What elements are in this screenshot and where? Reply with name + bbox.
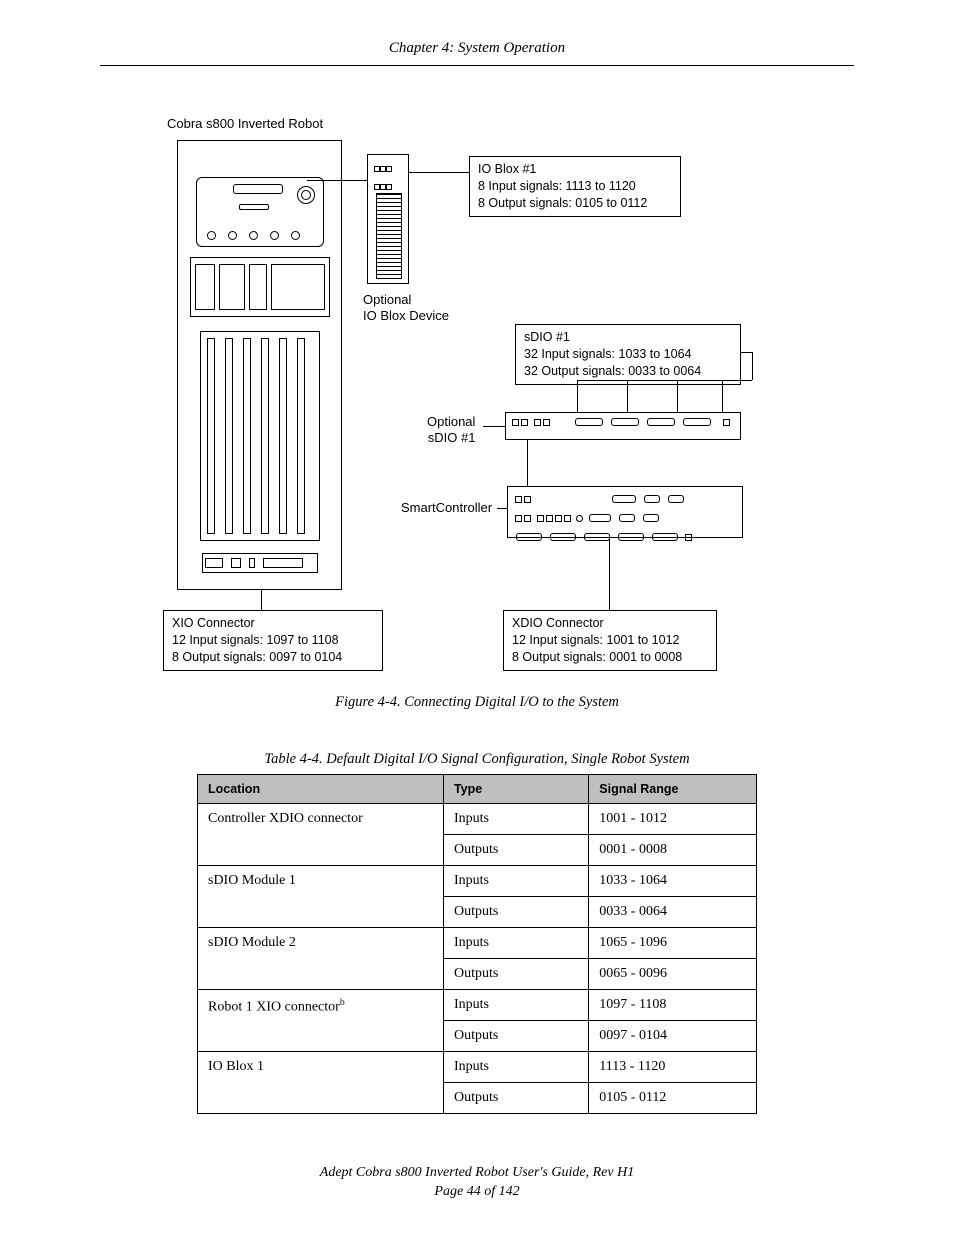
cell-range: 1113 - 1120 — [589, 1052, 757, 1083]
cell-type: Outputs — [443, 1021, 588, 1052]
robot-grille — [200, 331, 320, 541]
ioblox-device — [367, 154, 409, 284]
robot-mid-panel — [190, 257, 330, 317]
cell-type: Inputs — [443, 866, 588, 897]
footer-page: Page 44 of 142 — [100, 1183, 854, 1202]
sdio-out: 32 Output signals: 0033 to 0064 — [524, 363, 732, 380]
cell-type: Inputs — [443, 990, 588, 1021]
smartcontroller-label: SmartController — [401, 500, 492, 516]
cell-type: Outputs — [443, 959, 588, 990]
ioblox-in: 8 Input signals: 1113 to 1120 — [478, 178, 672, 195]
cell-type: Inputs — [443, 928, 588, 959]
cell-location: Controller XDIO connector — [198, 804, 444, 866]
ioblox-device-label: Optional IO Blox Device — [363, 292, 449, 323]
cell-range: 1001 - 1012 — [589, 804, 757, 835]
cell-range: 0105 - 0112 — [589, 1083, 757, 1114]
table-row: IO Blox 1Inputs1113 - 1120 — [198, 1052, 757, 1083]
cell-location: sDIO Module 1 — [198, 866, 444, 928]
xdio-in: 12 Input signals: 1001 to 1012 — [512, 632, 708, 649]
signal-table: Location Type Signal Range Controller XD… — [197, 774, 757, 1114]
robot-body — [177, 140, 342, 590]
cell-range: 0033 - 0064 — [589, 897, 757, 928]
cell-type: Outputs — [443, 1083, 588, 1114]
cell-location: IO Blox 1 — [198, 1052, 444, 1114]
ioblox-out: 8 Output signals: 0105 to 0112 — [478, 195, 672, 212]
sdio-callout: sDIO #1 32 Input signals: 1033 to 1064 3… — [515, 324, 741, 385]
cell-location: Robot 1 XIO connectorb — [198, 990, 444, 1052]
ioblox-title: IO Blox #1 — [478, 161, 672, 178]
robot-top-panel — [196, 177, 324, 247]
cell-range: 1065 - 1096 — [589, 928, 757, 959]
col-range: Signal Range — [589, 775, 757, 804]
cell-range: 0065 - 0096 — [589, 959, 757, 990]
cell-type: Outputs — [443, 897, 588, 928]
cell-range: 1097 - 1108 — [589, 990, 757, 1021]
table-caption: Table 4-4. Default Digital I/O Signal Co… — [100, 751, 854, 768]
table-row: Controller XDIO connectorInputs1001 - 10… — [198, 804, 757, 835]
xio-in: 12 Input signals: 1097 to 1108 — [172, 632, 374, 649]
xio-title: XIO Connector — [172, 615, 374, 632]
figure-caption: Figure 4-4. Connecting Digital I/O to th… — [100, 694, 854, 711]
xio-out: 8 Output signals: 0097 to 0104 — [172, 649, 374, 666]
cell-type: Inputs — [443, 1052, 588, 1083]
xdio-title: XDIO Connector — [512, 615, 708, 632]
sdio-title: sDIO #1 — [524, 329, 732, 346]
xdio-callout: XDIO Connector 12 Input signals: 1001 to… — [503, 610, 717, 671]
cell-location: sDIO Module 2 — [198, 928, 444, 990]
cell-range: 0001 - 0008 — [589, 835, 757, 866]
smartcontroller-device — [507, 486, 743, 538]
xio-callout: XIO Connector 12 Input signals: 1097 to … — [163, 610, 383, 671]
page-footer: Adept Cobra s800 Inverted Robot User's G… — [100, 1164, 854, 1202]
ioblox-label-l2: IO Blox Device — [363, 308, 449, 323]
sdio-label-l1: Optional — [427, 414, 475, 429]
table-row: sDIO Module 1Inputs1033 - 1064 — [198, 866, 757, 897]
xdio-out: 8 Output signals: 0001 to 0008 — [512, 649, 708, 666]
table-row: sDIO Module 2Inputs1065 - 1096 — [198, 928, 757, 959]
io-diagram: Cobra s800 Inverted Robot — [157, 116, 797, 676]
cell-range: 0097 - 0104 — [589, 1021, 757, 1052]
robot-bottom-strip — [202, 553, 318, 573]
sdio-in: 32 Input signals: 1033 to 1064 — [524, 346, 732, 363]
cell-type: Inputs — [443, 804, 588, 835]
col-location: Location — [198, 775, 444, 804]
footer-title: Adept Cobra s800 Inverted Robot User's G… — [100, 1164, 854, 1183]
ioblox-callout: IO Blox #1 8 Input signals: 1113 to 1120… — [469, 156, 681, 217]
chapter-header: Chapter 4: System Operation — [100, 40, 854, 66]
sdio-device — [505, 412, 741, 440]
table-header-row: Location Type Signal Range — [198, 775, 757, 804]
sdio-label: Optional sDIO #1 — [427, 414, 475, 445]
col-type: Type — [443, 775, 588, 804]
table-row: Robot 1 XIO connectorbInputs1097 - 1108 — [198, 990, 757, 1021]
cell-type: Outputs — [443, 835, 588, 866]
robot-label: Cobra s800 Inverted Robot — [167, 116, 323, 131]
sdio-label-l2: sDIO #1 — [428, 430, 476, 445]
ioblox-label-l1: Optional — [363, 292, 411, 307]
cell-range: 1033 - 1064 — [589, 866, 757, 897]
